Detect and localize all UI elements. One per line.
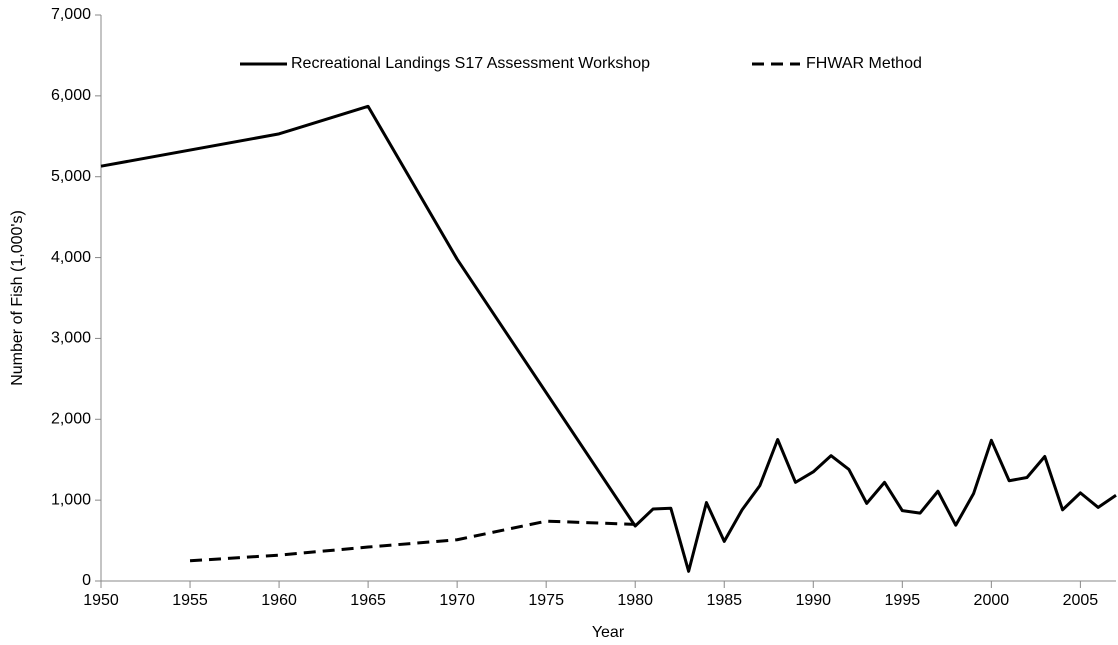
y-tick-label: 1,000 [51,491,91,508]
series-line [100,104,1117,573]
x-tick-label: 1950 [83,592,119,609]
legend-label: Recreational Landings S17 Assessment Wor… [291,55,650,72]
y-tick-label: 6,000 [51,87,91,104]
y-tick-label: 5,000 [51,168,91,185]
x-tick-label: 1980 [617,592,653,609]
x-tick-label: 1975 [528,592,564,609]
x-tick-label: 1970 [439,592,475,609]
y-tick-label: 3,000 [51,330,91,347]
x-tick-label: 1990 [795,592,831,609]
legend-label: FHWAR Method [806,55,922,72]
x-tick-label: 1955 [172,592,208,609]
y-tick-label: 2,000 [51,411,91,428]
x-axis-label: Year [592,624,625,641]
x-tick-label: 1960 [261,592,297,609]
x-tick-label: 1965 [350,592,386,609]
y-tick-label: 0 [82,572,91,589]
x-tick-label: 1985 [706,592,742,609]
y-tick-label: 7,000 [51,6,91,23]
series-line [189,519,636,563]
y-axis-label: Number of Fish (1,000's) [9,210,26,386]
x-tick-label: 2000 [974,592,1010,609]
y-tick-label: 4,000 [51,249,91,266]
x-tick-label: 1995 [885,592,921,609]
x-tick-label: 2005 [1063,592,1099,609]
